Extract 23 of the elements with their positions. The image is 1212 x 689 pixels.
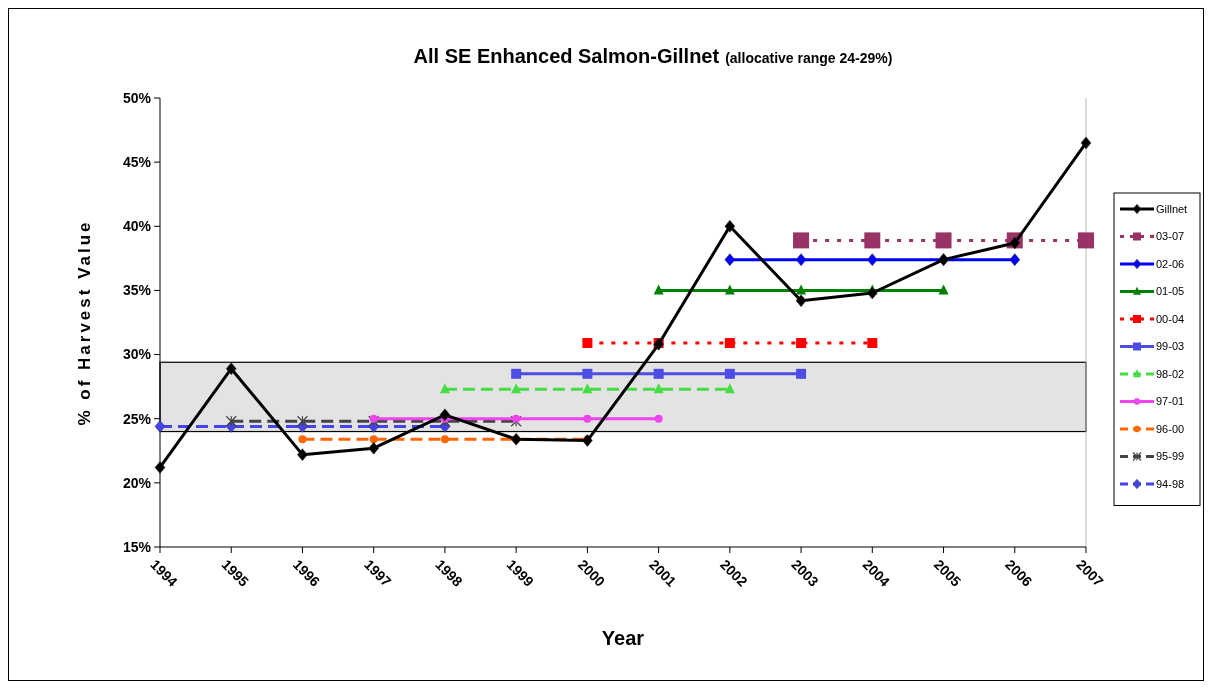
legend-label: 00-04 xyxy=(1156,312,1185,325)
legend-label: Gillnet xyxy=(1156,202,1188,215)
y-axis-title: % of Harvest Value xyxy=(75,219,94,426)
y-tick-label: 15% xyxy=(122,538,152,555)
legend-label: 94-98 xyxy=(1156,477,1185,490)
chart-subtitle: (allocative range 24-29%) xyxy=(725,50,893,66)
y-tick-label: 35% xyxy=(122,282,152,299)
legend-label: 99-03 xyxy=(1156,340,1185,353)
legend-label: 96-00 xyxy=(1156,422,1185,435)
legend-label: 02-06 xyxy=(1156,257,1185,270)
legend-label: 97-01 xyxy=(1156,395,1185,408)
y-tick-label: 25% xyxy=(122,410,152,427)
y-tick-label: 50% xyxy=(122,89,152,106)
legend-label: 03-07 xyxy=(1156,230,1185,243)
y-tick-label: 40% xyxy=(122,218,152,235)
y-tick-label: 20% xyxy=(122,474,152,491)
chart-title: All SE Enhanced Salmon-Gillnet xyxy=(413,45,720,67)
x-axis-title: Year xyxy=(601,627,645,649)
legend-label: 95-99 xyxy=(1156,450,1185,463)
y-tick-label: 45% xyxy=(122,154,152,171)
y-tick-label: 30% xyxy=(122,346,152,363)
legend-label: 98-02 xyxy=(1156,367,1185,380)
legend-label: 01-05 xyxy=(1156,285,1185,298)
